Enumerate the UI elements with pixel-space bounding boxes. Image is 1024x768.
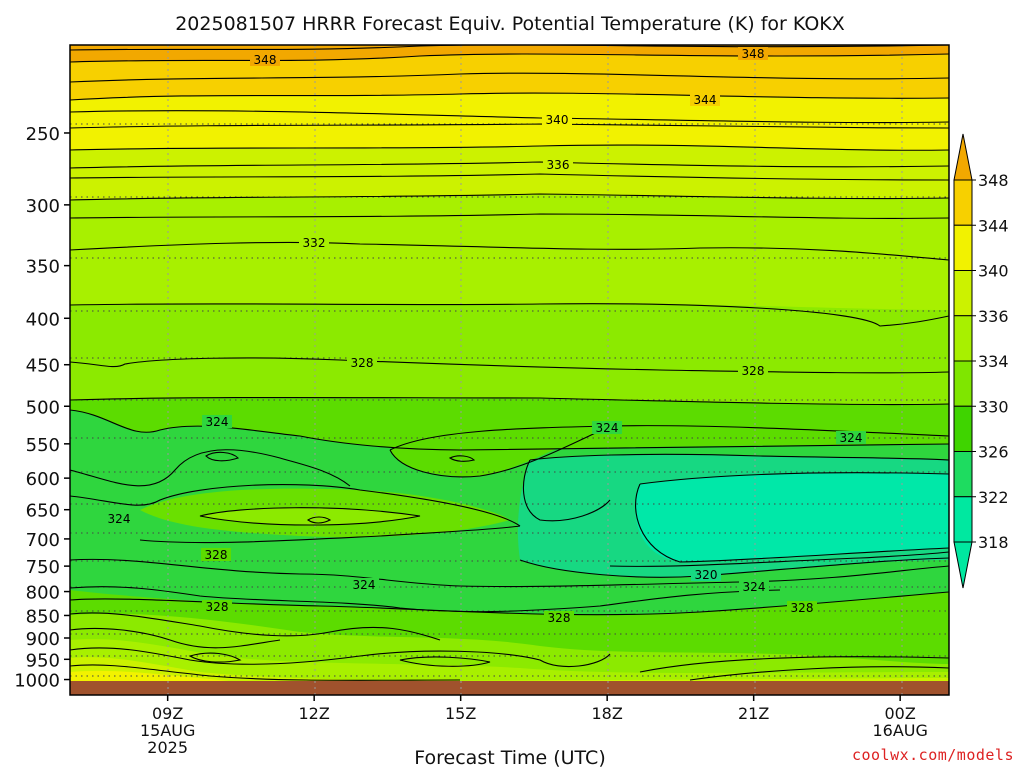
colorbar-segment bbox=[953, 315, 973, 362]
contour-label: 324 bbox=[206, 415, 229, 429]
contour-label: 320 bbox=[695, 568, 718, 582]
plot-frame bbox=[69, 44, 950, 696]
x-tick-label: 00Z bbox=[885, 704, 916, 723]
y-axis: 2503003504004505005506006507007508008509… bbox=[14, 124, 70, 692]
y-tick-label: 700 bbox=[26, 530, 60, 551]
x-tick-label: 12Z bbox=[299, 704, 330, 723]
x-tick-label: 2025 bbox=[147, 738, 188, 757]
colorbar-cap-top bbox=[953, 133, 973, 181]
chart-title: 2025081507 HRRR Forecast Equiv. Potentia… bbox=[175, 13, 845, 35]
contour-label: 328 bbox=[791, 601, 814, 615]
contour-label: 340 bbox=[546, 113, 569, 127]
contour-label: 348 bbox=[254, 53, 277, 67]
contour-label: 328 bbox=[206, 600, 229, 614]
contour-label: 328 bbox=[205, 548, 228, 562]
contour-lines bbox=[70, 45, 949, 681]
y-tick-label: 600 bbox=[26, 469, 60, 490]
colorbar-label: 336 bbox=[978, 307, 1009, 326]
colorbar-segment bbox=[953, 360, 973, 407]
y-tick-label: 500 bbox=[26, 397, 60, 418]
contour-label: 324 bbox=[840, 431, 863, 445]
contour-labels: 348 348 344 340 336 332 328 328 324 324 … bbox=[104, 47, 866, 625]
colorbar-segment bbox=[953, 451, 973, 498]
colorbar-label: 348 bbox=[978, 171, 1009, 190]
colorbar-segment bbox=[953, 224, 973, 271]
colorbar-cap-bottom bbox=[953, 541, 973, 589]
contour-label: 328 bbox=[548, 611, 571, 625]
colorbar-label: 326 bbox=[978, 443, 1009, 462]
x-tick-label: 15AUG bbox=[140, 721, 195, 740]
y-tick-label: 850 bbox=[26, 606, 60, 627]
y-tick-label: 550 bbox=[26, 435, 60, 456]
watermark: coolwx.com/models bbox=[852, 746, 1014, 764]
colorbar-label: 318 bbox=[978, 533, 1009, 552]
y-tick-label: 750 bbox=[26, 557, 60, 578]
colorbar-label: 340 bbox=[978, 262, 1009, 281]
colorbar-segment bbox=[953, 405, 973, 452]
plot-area: 348 348 344 340 336 332 328 328 324 324 … bbox=[70, 45, 949, 695]
colorbar-label: 322 bbox=[978, 488, 1009, 507]
y-tick-label: 250 bbox=[26, 124, 60, 145]
y-tick-label: 800 bbox=[26, 583, 60, 604]
pocket-warm-c bbox=[390, 426, 610, 477]
y-tick-label: 950 bbox=[26, 650, 60, 671]
colorbar: 348 344 340 336 334 330 326 322 318 bbox=[953, 133, 1009, 589]
y-tick-label: 300 bbox=[26, 196, 60, 217]
colorbar-segment bbox=[953, 496, 973, 543]
band-318 bbox=[635, 472, 949, 562]
contour-label: 324 bbox=[596, 421, 619, 435]
x-tick-label: 16AUG bbox=[872, 721, 927, 740]
ground bbox=[70, 681, 949, 695]
contour-label: 328 bbox=[742, 364, 765, 378]
contour-label: 344 bbox=[694, 93, 717, 107]
y-tick-label: 450 bbox=[26, 356, 60, 377]
pocket-warm-b bbox=[200, 507, 420, 525]
y-tick-label: 350 bbox=[26, 257, 60, 278]
y-tick-label: 400 bbox=[26, 309, 60, 330]
contour-label: 348 bbox=[742, 47, 765, 61]
x-axis-label: Forecast Time (UTC) bbox=[414, 747, 605, 768]
contour-label: 332 bbox=[303, 236, 326, 250]
contour-label: 328 bbox=[351, 356, 374, 370]
contour-label: 324 bbox=[353, 578, 376, 592]
x-tick-label: 18Z bbox=[592, 704, 623, 723]
x-tick-label: 21Z bbox=[738, 704, 769, 723]
x-tick-label: 15Z bbox=[445, 704, 476, 723]
x-tick-label: 09Z bbox=[152, 704, 183, 723]
contour-label: 324 bbox=[743, 580, 766, 594]
contour-label: 336 bbox=[547, 158, 570, 172]
y-tick-label: 900 bbox=[26, 629, 60, 650]
colorbar-label: 344 bbox=[978, 216, 1009, 235]
contour-label: 324 bbox=[108, 512, 131, 526]
y-tick-label: 650 bbox=[26, 501, 60, 522]
colorbar-label: 330 bbox=[978, 397, 1009, 416]
colorbar-label: 334 bbox=[978, 352, 1009, 371]
colorbar-segment bbox=[953, 270, 973, 317]
y-tick-label: 1000 bbox=[14, 671, 60, 692]
colorbar-segment bbox=[953, 179, 973, 226]
